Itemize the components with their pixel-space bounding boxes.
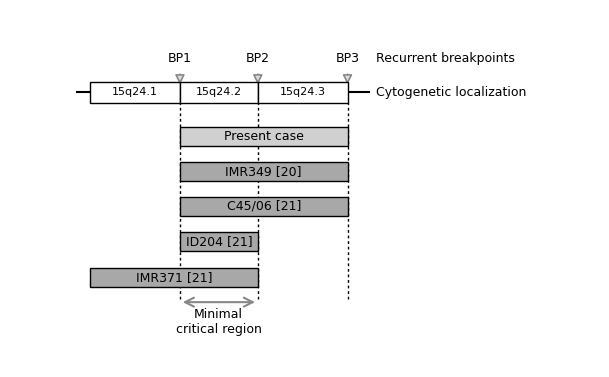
Text: IMR349 [20]: IMR349 [20] (225, 165, 302, 178)
Bar (258, 81, 348, 103)
Text: ID204 [21]: ID204 [21] (186, 235, 252, 248)
Text: BP2: BP2 (246, 52, 270, 65)
Bar (180, 232, 258, 251)
Bar (180, 127, 348, 146)
Text: Present case: Present case (224, 130, 304, 143)
Text: 15q24.2: 15q24.2 (196, 87, 242, 97)
Text: IMR371 [21]: IMR371 [21] (136, 271, 213, 284)
Text: 15q24.1: 15q24.1 (112, 87, 158, 97)
Bar (180, 81, 258, 103)
Text: Cytogenetic localization: Cytogenetic localization (376, 86, 526, 99)
Bar (180, 162, 348, 181)
Text: 15q24.3: 15q24.3 (280, 87, 326, 97)
Bar (90, 268, 258, 287)
Text: C45/06 [21]: C45/06 [21] (227, 200, 301, 213)
Bar (90, 81, 180, 103)
Text: Recurrent breakpoints: Recurrent breakpoints (376, 52, 515, 65)
Bar (180, 197, 348, 216)
Text: BP1: BP1 (168, 52, 192, 65)
Text: BP3: BP3 (336, 52, 359, 65)
Text: Minimal
critical region: Minimal critical region (176, 308, 262, 336)
